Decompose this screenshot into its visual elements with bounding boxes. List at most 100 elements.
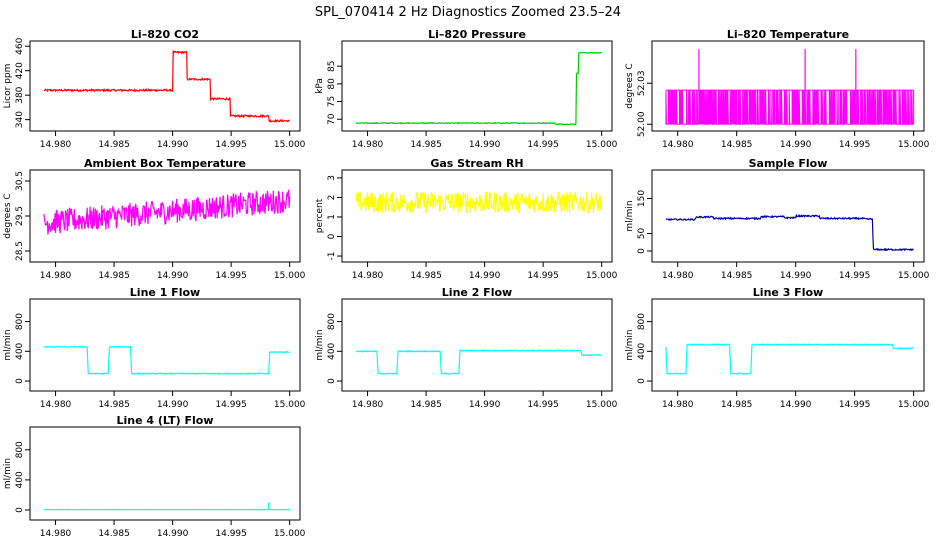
x-tick-label: 14.990 [157, 271, 189, 281]
panel-title: Line 2 Flow [442, 286, 512, 299]
y-tick-label: 52.03 [637, 70, 647, 96]
y-tick-label: 380 [15, 86, 25, 103]
series-line [43, 345, 291, 376]
panel-title: Gas Stream RH [430, 157, 523, 170]
y-tick-label: 400 [637, 342, 647, 359]
panel-5: Gas Stream RH 14.980 14.985 14.990 14.995 15.… [315, 157, 618, 281]
y-tick-label: -1 [327, 252, 337, 261]
x-tick-label: 15.000 [898, 400, 930, 410]
series-line [355, 51, 602, 126]
x-tick-label: 14.980 [40, 400, 72, 410]
y-tick-label: 3 [327, 175, 337, 181]
x-tick-label: 14.995 [839, 271, 871, 281]
x-tick-label: 14.990 [157, 529, 189, 539]
panel-2: Li–820 Pressure 14.980 14.985 14.990 14.995 1… [315, 28, 618, 150]
x-tick-label: 14.995 [839, 140, 871, 150]
x-tick-label: 14.980 [40, 140, 72, 150]
y-tick-label: 85 [327, 60, 337, 71]
y-tick-label: 28.5 [15, 241, 25, 261]
y-tick-label: 50 [637, 228, 647, 240]
main-title: SPL_070414 2 Hz Diagnostics Zoomed 23.5–… [315, 5, 621, 20]
x-tick-label: 14.980 [662, 271, 694, 281]
x-tick-label: 14.980 [662, 140, 694, 150]
x-tick-label: 15.000 [898, 140, 930, 150]
y-tick-label: 420 [15, 62, 25, 79]
x-tick-label: 14.990 [469, 140, 501, 150]
panel-title: Sample Flow [749, 157, 828, 170]
plot-frame [341, 298, 613, 392]
x-tick-label: 14.980 [40, 529, 72, 539]
y-tick-label: 0 [327, 378, 337, 384]
x-tick-label: 14.980 [40, 271, 72, 281]
y-axis-label: degrees C [3, 193, 13, 238]
x-tick-label: 14.995 [215, 400, 247, 410]
x-tick-label: 15.000 [274, 271, 306, 281]
x-tick-label: 14.990 [157, 140, 189, 150]
series-line [355, 348, 602, 376]
y-axis-label: ml/min [315, 329, 325, 360]
y-tick-label: 150 [637, 190, 647, 207]
x-tick-label: 14.985 [410, 271, 442, 281]
panel-title: Li–820 CO2 [131, 28, 199, 41]
y-axis-label: ml/min [625, 329, 635, 360]
x-tick-label: 14.990 [780, 400, 812, 410]
plot-frame [29, 40, 301, 132]
x-tick-label: 14.980 [352, 140, 384, 150]
y-axis-label: ml/min [625, 200, 635, 231]
y-axis-label: ml/min [3, 329, 13, 360]
x-tick-label: 14.995 [527, 140, 559, 150]
x-tick-label: 14.995 [839, 400, 871, 410]
x-tick-label: 14.985 [98, 271, 130, 281]
y-tick-label: 800 [15, 313, 25, 330]
y-tick-label: 0 [15, 378, 25, 384]
y-tick-label: 400 [327, 342, 337, 359]
panel-7: Line 1 Flow 14.980 14.985 14.990 14.995 15.00… [3, 286, 306, 410]
y-tick-label: 1 [327, 214, 337, 220]
panel-8: Line 2 Flow 14.980 14.985 14.990 14.995 15.00… [315, 286, 618, 410]
series-line [665, 90, 915, 125]
series-line [43, 49, 290, 123]
y-tick-label: 29.5 [15, 206, 25, 226]
y-axis-label: percent [315, 198, 325, 233]
panel-1: Li–820 CO2 14.980 14.985 14.990 14.995 15.000… [3, 28, 306, 150]
x-tick-label: 14.985 [98, 529, 130, 539]
x-tick-label: 14.985 [721, 140, 753, 150]
y-tick-label: 800 [327, 313, 337, 330]
x-tick-label: 14.985 [410, 140, 442, 150]
x-tick-label: 14.995 [215, 271, 247, 281]
panel-3: Li–820 Temperature 14.980 14.985 14.990 14.9… [625, 28, 930, 150]
x-tick-label: 14.990 [157, 400, 189, 410]
y-tick-label: 2 [327, 195, 337, 201]
panel-10: Line 4 (LT) Flow 14.980 14.985 14.990 14.995… [3, 414, 306, 539]
panel-4: Ambient Box Temperature 14.980 14.985 14.99… [3, 157, 306, 281]
panel-6: Sample Flow 14.980 14.985 14.990 14.995 15.00… [625, 157, 930, 281]
series-line [665, 343, 914, 375]
y-tick-label: 340 [15, 111, 25, 128]
y-axis-label: ml/min [3, 458, 13, 489]
x-tick-label: 14.995 [215, 140, 247, 150]
x-tick-label: 15.000 [586, 140, 618, 150]
x-tick-label: 14.990 [469, 271, 501, 281]
x-tick-label: 14.990 [469, 400, 501, 410]
y-axis-label: kPa [315, 78, 325, 94]
y-tick-label: 80 [327, 78, 337, 90]
x-tick-label: 15.000 [274, 400, 306, 410]
x-tick-label: 14.980 [352, 271, 384, 281]
x-tick-label: 15.000 [586, 271, 618, 281]
panel-9: Line 3 Flow 14.980 14.985 14.990 14.995 15.00… [625, 286, 930, 410]
plot-frame [341, 169, 613, 263]
x-tick-label: 15.000 [586, 400, 618, 410]
x-tick-label: 14.990 [780, 140, 812, 150]
y-tick-label: 800 [637, 313, 647, 330]
y-axis-label: Licor ppm [3, 64, 13, 109]
y-tick-label: 0 [327, 233, 337, 239]
panel-title: Li–820 Temperature [727, 28, 849, 41]
panel-title: Line 3 Flow [753, 286, 823, 299]
x-tick-label: 14.985 [98, 400, 130, 410]
y-tick-label: 70 [327, 113, 337, 125]
y-tick-label: 400 [15, 471, 25, 488]
y-tick-label: 0 [637, 248, 647, 254]
x-tick-label: 14.980 [352, 400, 384, 410]
x-tick-label: 15.000 [274, 529, 306, 539]
